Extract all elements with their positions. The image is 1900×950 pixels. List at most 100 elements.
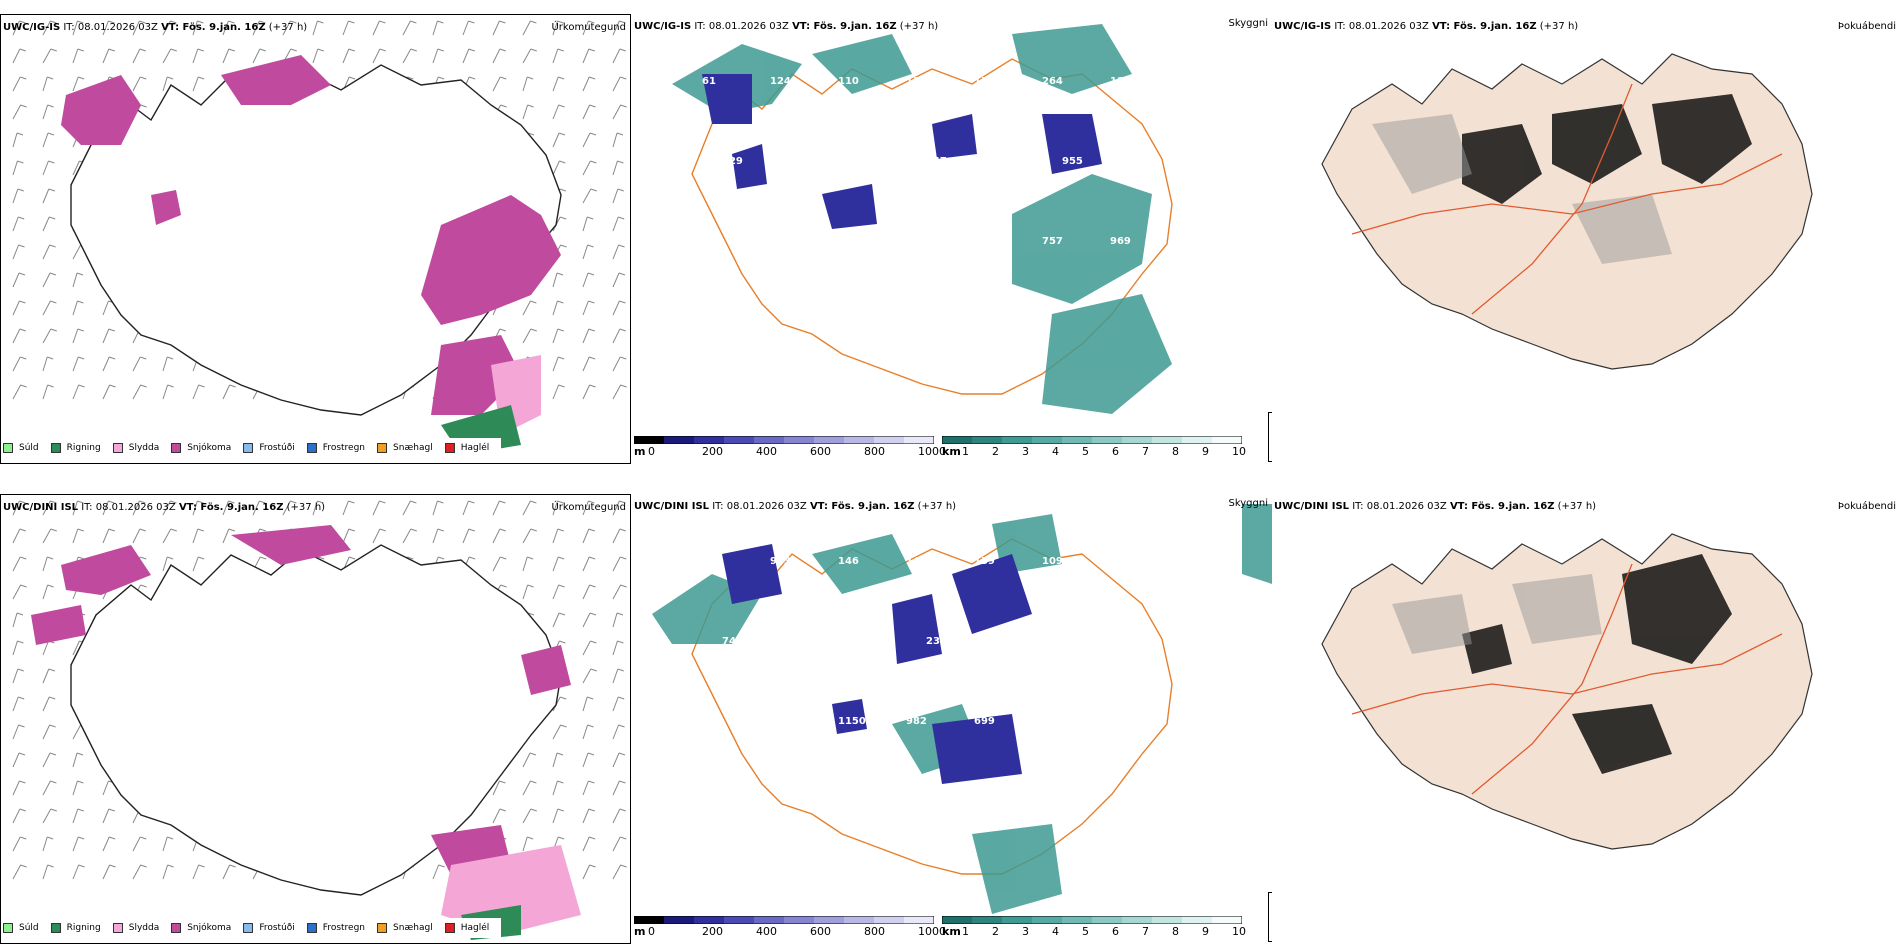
fog-light-areas: [1392, 574, 1602, 654]
value-label: 1136: [770, 236, 798, 247]
legend-swatch: [50, 923, 61, 933]
valid-time: VT: Fös. 9.jan. 16Z: [178, 502, 284, 513]
value-label: 129: [722, 156, 743, 167]
panel-title-precip-type: Úrkomutegund: [551, 502, 626, 513]
value-label: 969: [1110, 236, 1131, 247]
value-label: 136: [702, 716, 723, 727]
value-label: 208: [994, 636, 1015, 647]
legend-label: Haglél: [460, 923, 490, 933]
snow-areas: [61, 55, 561, 415]
value-label: 982: [906, 716, 927, 727]
valid-time: VT: Fös. 9.jan. 16Z: [161, 22, 266, 33]
colorbar-tick: 5: [1082, 925, 1089, 938]
precip-map-top: [12, 20, 627, 455]
value-label: 162: [1042, 716, 1063, 727]
legend-item: Frostregn: [306, 443, 366, 453]
legend-item: Súld: [3, 443, 39, 453]
colorbar-tick: 9: [1202, 925, 1209, 938]
value-label: 109: [1042, 556, 1063, 567]
lead-time: (+37 h): [1539, 21, 1579, 32]
legend-label: Snjókoma: [187, 923, 232, 933]
colorbar-tick: 1: [962, 925, 969, 938]
legend-item: Snæhagl: [377, 443, 433, 453]
legend-swatch: [112, 443, 123, 453]
colorbar-tick: 1000: [918, 925, 946, 938]
legend-label: Súld: [19, 443, 39, 453]
value-label: 126: [1062, 636, 1083, 647]
value-label: 227: [994, 156, 1015, 167]
roads: [1351, 563, 1783, 795]
value-label: 982: [974, 236, 995, 247]
value-label: 180: [1110, 76, 1131, 87]
value-label: 127: [858, 796, 879, 807]
legend-swatch: [444, 443, 455, 453]
value-label: 97: [790, 636, 804, 647]
legend-label: Slydda: [128, 923, 160, 933]
fog-legend-box: 0 60: [1268, 892, 1272, 942]
value-label: 185: [1130, 636, 1151, 647]
colorbar-tick: 2: [992, 445, 999, 458]
value-label: 148: [770, 716, 791, 727]
model-label: UWC/DINI ISL: [634, 501, 710, 512]
legend-label: Frostúði: [259, 443, 295, 453]
lead-time: (+37 h): [899, 21, 939, 32]
legend-item: Rigning: [50, 443, 101, 453]
value-label: 974: [702, 556, 723, 567]
value-label: 130: [906, 76, 927, 87]
legend-item: Rigning: [50, 923, 101, 933]
legend-swatch: [171, 923, 182, 933]
colorbar-tick: 1: [962, 445, 969, 458]
legend-label: Frostúði: [259, 923, 295, 933]
value-label: 955: [1062, 156, 1083, 167]
colorbar-tick: 400: [756, 925, 777, 938]
legend-label: Frostregn: [322, 443, 366, 453]
cloud-panel-bottom: 974 973 146 147 139 109 207 74 97 824 238 208 126 185…: [632, 494, 1272, 944]
colorbar-tick: 400: [756, 445, 777, 458]
value-label: 61: [702, 76, 716, 87]
value-label: 110: [838, 76, 859, 87]
colorbar-tick: 600: [810, 445, 831, 458]
colorbar-km: km 1 2 3 4 5 6 7 8 9 10: [942, 436, 1246, 460]
legend-swatch: [112, 923, 123, 933]
precip-type-legend: Súld Rigning Slydda Snjókoma Frostúði Frostre…: [3, 438, 502, 458]
colorbar-m-unit: m: [634, 925, 646, 938]
value-label: 973: [770, 556, 791, 567]
panel-title-fog: Þokuábendi: [1837, 501, 1896, 512]
value-label: 990: [1130, 156, 1151, 167]
colorbar-tick: 800: [864, 925, 885, 938]
colorbar-km-unit: km: [942, 925, 961, 938]
panel-title-fog: Þokuábendi: [1837, 21, 1896, 32]
valid-time: VT: Fös. 9.jan. 16Z: [1432, 21, 1537, 32]
legend-swatch: [306, 443, 317, 453]
model-label: UWC/IG-IS: [1274, 21, 1332, 32]
lead-time: (+37 h): [1557, 501, 1597, 512]
legend-item: Snjókoma: [171, 443, 231, 453]
legend-item: Snæhagl: [377, 923, 433, 933]
colorbar-tick: 0: [648, 445, 655, 458]
legend-swatch: [243, 443, 254, 453]
init-time: IT: 08.01.2026 03Z: [1334, 21, 1429, 32]
legend-label: Slydda: [128, 443, 160, 453]
colorbar-tick: 6: [1112, 445, 1119, 458]
value-label: 157: [858, 156, 879, 167]
value-label: 757: [1042, 236, 1063, 247]
value-label: 143: [722, 796, 743, 807]
legend-label: Frostregn: [322, 923, 366, 933]
panel-title-precip-type: Úrkomutegund: [551, 22, 626, 33]
value-label: 1158: [838, 236, 866, 247]
legend-swatch: [50, 443, 61, 453]
legend-swatch: [243, 923, 254, 933]
colorbar-tick: 600: [810, 925, 831, 938]
legend-label: Snæhagl: [393, 443, 433, 453]
colorbar-tick: 7: [1142, 445, 1149, 458]
precip-type-panel-top: UWC/IG-IS IT: 08.01.2026 03Z VT: Fös. 9.…: [0, 14, 631, 464]
cloud-base-areas: [702, 74, 1102, 229]
fog-light-areas: [1372, 114, 1672, 264]
legend-item: Haglél: [444, 923, 490, 933]
precip-type-panel-bottom: UWC/DINI ISL IT: 08.01.2026 03Z VT: Fös.…: [0, 494, 631, 944]
value-label: 849: [702, 236, 723, 247]
legend-swatch: [171, 443, 182, 453]
legend-item: Frostregn: [306, 923, 366, 933]
fog-panel-bottom: UWC/DINI ISL IT: 08.01.2026 03Z VT: Fös.…: [1272, 494, 1900, 944]
colorbar-km-gradient: [942, 436, 1242, 444]
